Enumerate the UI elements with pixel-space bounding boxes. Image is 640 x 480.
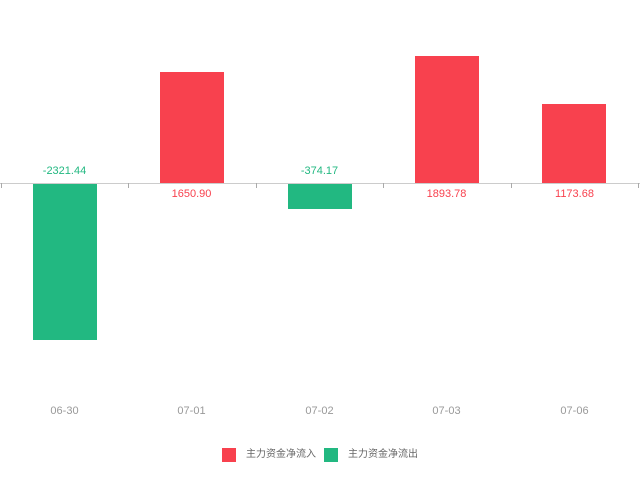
x-axis-label-07-02: 07-02 xyxy=(305,405,334,417)
x-axis-label-07-01: 07-01 xyxy=(177,405,206,417)
legend-item-inflow[interactable]: 主力资金净流入 xyxy=(222,448,316,462)
value-label-06-30: -2321.44 xyxy=(42,165,87,177)
legend-label-inflow: 主力资金净流入 xyxy=(246,449,316,460)
legend: 主力资金净流入 主力资金净流出 xyxy=(0,446,640,464)
value-label-07-06: 1173.68 xyxy=(555,188,594,200)
axis-tick xyxy=(638,183,639,188)
x-axis-label-06-30: 06-30 xyxy=(50,405,79,417)
x-axis-label-07-06: 07-06 xyxy=(560,405,589,417)
value-label-07-03: 1893.78 xyxy=(426,188,467,200)
bar-07-06[interactable] xyxy=(542,104,606,183)
bar-07-03[interactable] xyxy=(415,56,479,183)
axis-tick xyxy=(383,183,384,188)
axis-tick xyxy=(128,183,129,188)
bar-07-02[interactable] xyxy=(288,184,352,209)
axis-tick xyxy=(1,183,2,188)
axis-tick xyxy=(256,183,257,188)
x-axis-line xyxy=(0,183,640,184)
inflow-color-swatch xyxy=(222,448,236,462)
bar-06-30[interactable] xyxy=(33,184,97,340)
value-label-07-01: 1650.90 xyxy=(171,188,212,200)
legend-item-outflow[interactable]: 主力资金净流出 xyxy=(324,448,418,462)
legend-label-outflow: 主力资金净流出 xyxy=(348,449,418,460)
bar-07-01[interactable] xyxy=(160,72,224,183)
x-axis-label-07-03: 07-03 xyxy=(432,405,461,417)
value-label-07-02: -374.17 xyxy=(300,165,339,177)
axis-tick xyxy=(511,183,512,188)
outflow-color-swatch xyxy=(324,448,338,462)
